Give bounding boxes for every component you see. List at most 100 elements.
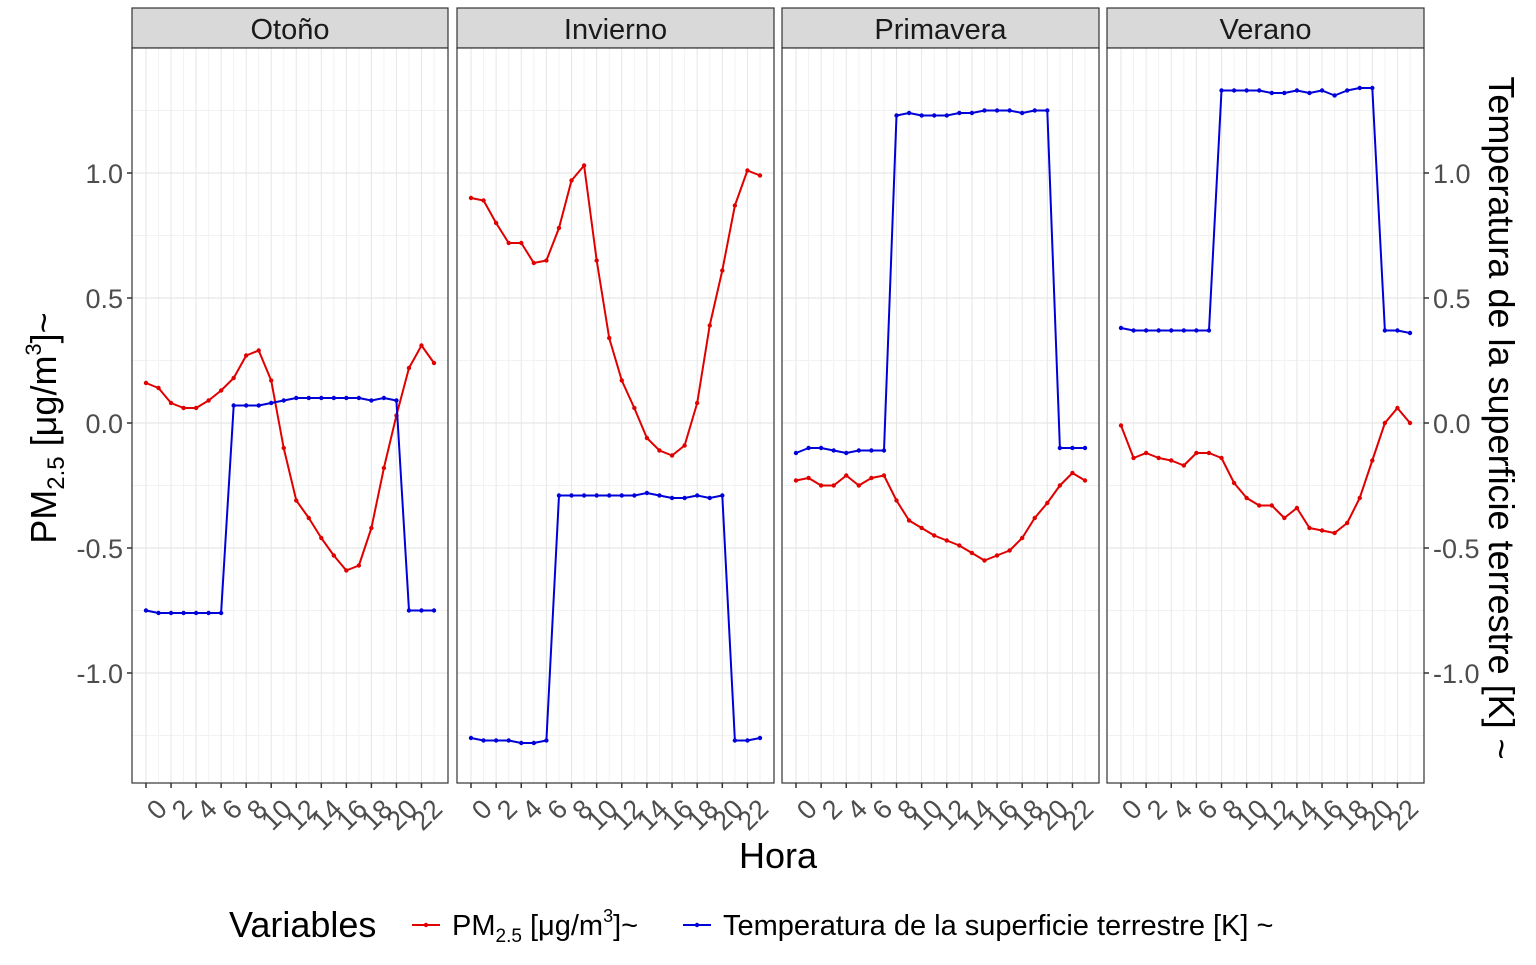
data-point-pm25 — [1019, 535, 1025, 541]
data-point-pm25 — [1143, 450, 1149, 456]
data-point-temp — [231, 403, 236, 408]
data-point-temp — [982, 108, 987, 113]
data-point-pm25 — [1181, 463, 1187, 468]
data-point-temp — [831, 448, 836, 453]
data-point-pm25 — [331, 553, 337, 558]
data-point-temp — [1407, 330, 1413, 336]
data-point-pm25 — [806, 475, 811, 481]
legend-key-pm25-point — [423, 922, 429, 928]
data-point-temp — [381, 395, 387, 401]
data-point-temp — [1181, 328, 1187, 333]
data-point-pm25 — [468, 195, 474, 201]
data-point-temp — [143, 608, 149, 613]
data-point-pm25 — [657, 448, 662, 453]
data-point-temp — [1082, 445, 1088, 451]
data-point-temp — [1257, 88, 1262, 93]
data-point-temp — [619, 493, 624, 498]
data-point-pm25 — [694, 400, 700, 406]
data-point-pm25 — [594, 258, 599, 263]
data-point-temp — [269, 400, 274, 406]
x-tick-label: 6 — [541, 794, 573, 826]
data-point-temp — [594, 493, 599, 498]
data-point-pm25 — [1131, 455, 1136, 461]
y-axis-title-left-sub: 2.5 — [43, 456, 70, 489]
data-point-temp — [1231, 88, 1237, 93]
data-point-temp — [856, 448, 862, 453]
data-point-pm25 — [143, 380, 149, 386]
panel-border-invierno — [456, 47, 775, 784]
data-point-pm25 — [1332, 530, 1337, 536]
x-tick-label: 22 — [732, 794, 774, 836]
data-point-pm25 — [619, 378, 624, 383]
data-point-pm25 — [881, 473, 887, 478]
data-point-pm25 — [1269, 503, 1274, 508]
data-point-pm25 — [944, 538, 949, 543]
data-point-pm25 — [481, 198, 486, 203]
x-tick-label: 6 — [1191, 794, 1223, 826]
data-point-temp — [1143, 328, 1149, 333]
strip-verano — [1106, 7, 1425, 49]
data-point-pm25 — [231, 375, 236, 381]
y-tick-label-left: 0.5 — [85, 284, 123, 314]
data-point-pm25 — [957, 543, 962, 548]
data-point-temp — [1057, 445, 1063, 451]
data-point-temp — [944, 113, 949, 118]
data-point-temp — [793, 450, 799, 456]
legend-label-pm25: PM2.5 [μg/m3]~ — [452, 906, 638, 947]
strip-label-invierno: Invierno — [564, 14, 667, 46]
data-point-temp — [707, 495, 712, 501]
data-point-pm25 — [1156, 455, 1161, 461]
data-point-temp — [1269, 90, 1274, 96]
data-point-pm25 — [506, 240, 511, 246]
data-point-pm25 — [932, 533, 937, 538]
y-axis-title-left: PM2.5 [μg/m3]~ — [21, 312, 70, 543]
data-point-pm25 — [556, 225, 562, 231]
data-point-pm25 — [406, 365, 412, 371]
legend-pm25-rest: [μg/m — [522, 910, 603, 942]
data-point-temp — [844, 450, 849, 456]
data-point-pm25 — [1231, 480, 1237, 486]
data-point-temp — [294, 395, 299, 401]
data-point-temp — [356, 395, 362, 401]
strip-label-verano: Verano — [1220, 14, 1312, 46]
y-tick-label-left: -0.5 — [76, 534, 123, 564]
data-point-temp — [544, 738, 549, 743]
data-point-pm25 — [243, 353, 249, 358]
data-point-temp — [306, 395, 311, 401]
data-point-temp — [682, 495, 687, 501]
data-point-temp — [319, 395, 324, 401]
x-tick-label: 4 — [516, 794, 548, 826]
data-point-pm25 — [1244, 495, 1249, 501]
data-point-pm25 — [1007, 548, 1012, 553]
data-point-pm25 — [1395, 405, 1400, 411]
data-point-temp — [1007, 108, 1012, 113]
y-axis-title-left-main: PM — [23, 490, 64, 544]
data-point-pm25 — [869, 475, 874, 481]
data-point-temp — [193, 610, 199, 616]
data-point-temp — [556, 493, 562, 498]
data-point-temp — [1370, 85, 1375, 91]
data-point-pm25 — [1206, 450, 1212, 456]
x-tick-label: 22 — [1382, 794, 1424, 836]
data-point-pm25 — [294, 498, 299, 503]
data-point-pm25 — [1407, 420, 1413, 426]
legend-key-temp-point — [694, 922, 700, 928]
data-point-pm25 — [493, 220, 499, 226]
data-point-temp — [906, 110, 912, 116]
data-point-temp — [1307, 90, 1312, 96]
data-point-temp — [331, 395, 337, 401]
data-point-pm25 — [632, 405, 637, 411]
y-tick-label-right: 1.0 — [1433, 159, 1471, 189]
data-point-temp — [657, 493, 662, 498]
data-point-pm25 — [856, 483, 862, 488]
data-point-pm25 — [1032, 515, 1037, 521]
data-point-temp — [818, 445, 824, 451]
y-axis-title-left-end: ]~ — [23, 312, 64, 343]
data-point-pm25 — [669, 453, 675, 458]
data-point-pm25 — [431, 360, 437, 366]
data-point-temp — [607, 493, 612, 498]
data-point-temp — [1357, 85, 1362, 91]
data-point-pm25 — [1370, 458, 1375, 463]
